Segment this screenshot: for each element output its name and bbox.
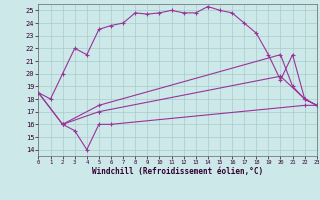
X-axis label: Windchill (Refroidissement éolien,°C): Windchill (Refroidissement éolien,°C)	[92, 167, 263, 176]
